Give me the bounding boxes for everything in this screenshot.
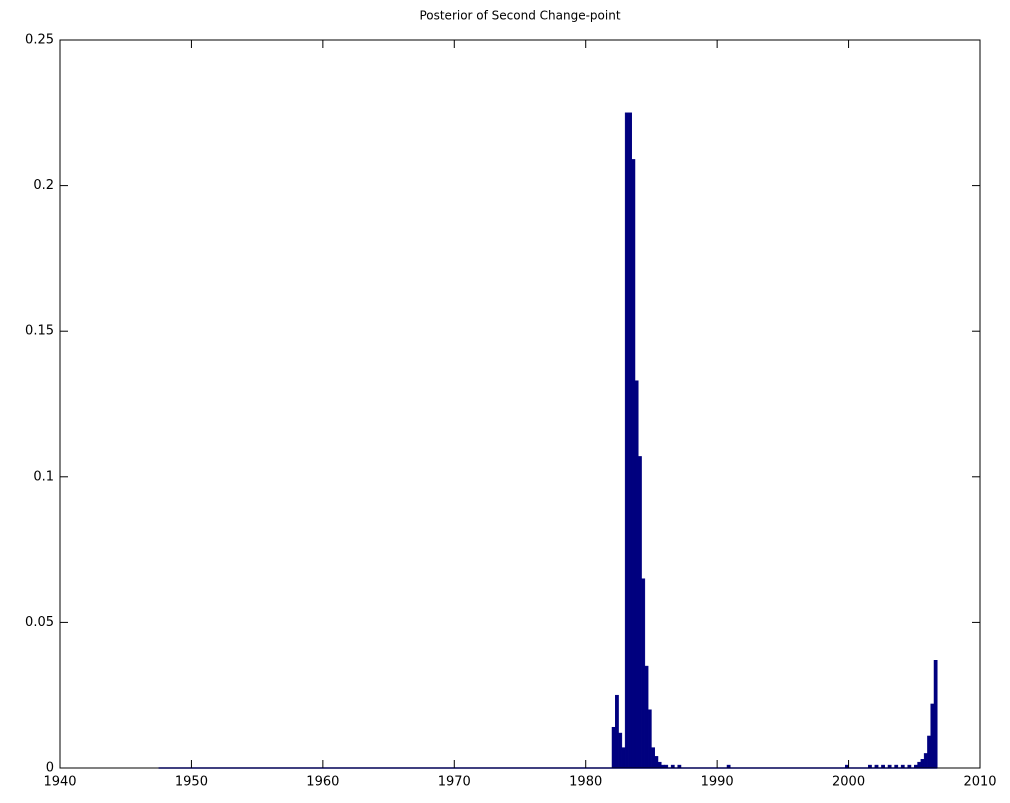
bar: [933, 660, 938, 769]
bar: [651, 747, 655, 769]
y-tick-label: 0.15: [25, 324, 54, 339]
x-tick-label: 1980: [569, 775, 602, 790]
bar: [917, 761, 922, 769]
x-tick-label: 1940: [43, 775, 76, 790]
x-tick-label: 1950: [175, 775, 208, 790]
plot-frame: [59, 39, 981, 769]
chart-title: Posterior of Second Change-point: [419, 9, 620, 23]
y-tick-label: 0.25: [25, 33, 54, 48]
y-tick-label: 0: [46, 761, 54, 776]
x-tick-label: 1970: [438, 775, 471, 790]
bar: [621, 747, 626, 769]
x-tick-label: 2000: [832, 775, 865, 790]
bar: [634, 380, 639, 769]
bar: [615, 694, 619, 769]
y-tick-label: 0.05: [25, 615, 54, 630]
bar: [628, 112, 632, 769]
bar: [624, 112, 629, 769]
bar: [644, 665, 649, 769]
bar: [641, 578, 646, 769]
bar: [654, 756, 659, 769]
y-tick-label: 0.1: [33, 469, 54, 484]
bar: [647, 709, 652, 769]
x-tick-label: 1960: [306, 775, 339, 790]
x-tick-label: 2010: [963, 775, 996, 790]
bar: [638, 456, 642, 769]
bar: [927, 735, 931, 769]
bar: [930, 703, 935, 769]
x-tick-label: 1990: [701, 775, 734, 790]
bar: [631, 159, 636, 769]
bar: [920, 759, 925, 769]
bar: [923, 753, 928, 769]
y-tick-label: 0.2: [33, 178, 54, 193]
bar: [611, 726, 616, 769]
bar: [657, 761, 662, 769]
bar: [618, 732, 623, 769]
